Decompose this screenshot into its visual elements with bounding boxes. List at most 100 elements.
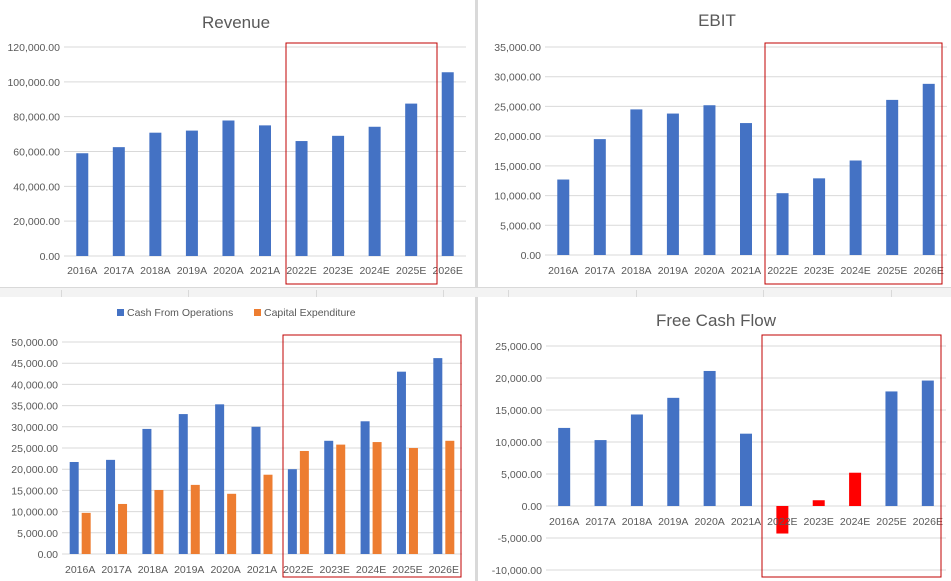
x-tick-label: 2023E	[320, 564, 350, 576]
y-tick-label: 45,000.00	[11, 358, 58, 370]
y-tick-label: 15,000.00	[11, 485, 58, 497]
x-tick-label: 2026E	[429, 564, 459, 576]
bar-value-2022E	[776, 193, 789, 255]
bar-value-2023E	[813, 178, 826, 255]
x-tick-label: 2023E	[323, 265, 353, 277]
x-tick-label: 2019A	[658, 516, 688, 528]
bar-capital-expenditure-2019A	[190, 484, 200, 554]
y-tick-label: 30,000.00	[11, 422, 58, 434]
bar-value-2021A	[259, 125, 271, 256]
chart-title: Revenue	[202, 13, 270, 32]
bar-value-2022E	[776, 506, 789, 534]
y-tick-label: 30,000.00	[494, 72, 541, 84]
x-tick-label: 2020A	[213, 265, 243, 277]
sheet-gridline	[891, 290, 892, 297]
bar-value-2019A	[667, 397, 680, 506]
sheet-gridline	[443, 290, 444, 297]
bar-value-2016A	[558, 427, 571, 506]
forecast-highlight-box	[761, 334, 942, 578]
bar-cash-from-operations-2020A	[215, 404, 225, 554]
bar-value-2025E	[885, 391, 898, 506]
bar-value-2025E	[405, 103, 418, 257]
y-tick-label: 10,000.00	[494, 191, 541, 203]
y-tick-label: 80,000.00	[13, 112, 60, 124]
x-tick-label: 2022E	[767, 265, 797, 277]
bar-value-2016A	[76, 153, 89, 256]
sheet-gridline	[316, 290, 317, 297]
bar-value-2023E	[332, 135, 345, 256]
x-tick-label: 2024E	[356, 564, 386, 576]
sheet-gridline	[508, 290, 509, 297]
bar-value-2020A	[222, 120, 235, 256]
x-tick-label: 2025E	[392, 564, 422, 576]
bar-value-2018A	[630, 414, 643, 506]
bar-capital-expenditure-2020A	[227, 493, 237, 554]
y-tick-label: 0.00	[38, 549, 59, 561]
y-tick-label: 10,000.00	[495, 437, 542, 449]
x-tick-label: 2024E	[840, 265, 870, 277]
x-tick-label: 2025E	[876, 516, 906, 528]
legend-label: Capital Expenditure	[264, 307, 356, 319]
y-tick-label: 35,000.00	[494, 42, 541, 54]
bar-value-2024E	[849, 160, 862, 255]
bar-cash-from-operations-2018A	[142, 428, 152, 554]
y-tick-label: 50,000.00	[11, 337, 58, 349]
y-tick-label: 60,000.00	[13, 147, 60, 159]
x-tick-label: 2016A	[65, 564, 95, 576]
bar-value-2024E	[368, 126, 381, 256]
x-tick-label: 2019A	[658, 265, 688, 277]
bar-value-2017A	[593, 139, 606, 255]
sheet-gridline	[636, 290, 637, 297]
bar-capital-expenditure-2023E	[336, 444, 346, 554]
x-tick-label: 2024E	[359, 265, 389, 277]
bar-capital-expenditure-2018A	[154, 489, 164, 554]
x-tick-label: 2016A	[67, 265, 97, 277]
y-tick-label: 40,000.00	[11, 379, 58, 391]
y-tick-label: 25,000.00	[11, 443, 58, 455]
bar-value-2019A	[185, 130, 198, 256]
x-tick-label: 2021A	[731, 516, 761, 528]
y-tick-label: 20,000.00	[11, 464, 58, 476]
bar-value-2026E	[921, 380, 934, 506]
y-tick-label: 40,000.00	[13, 181, 60, 193]
x-tick-label: 2022E	[283, 564, 313, 576]
y-tick-label: 35,000.00	[11, 401, 58, 413]
legend-swatch	[254, 309, 261, 316]
y-tick-label: 20,000.00	[13, 216, 60, 228]
bar-cash-from-operations-2024E	[360, 421, 370, 554]
bar-value-2021A	[740, 433, 752, 506]
y-tick-label: 120,000.00	[7, 42, 60, 54]
bar-capital-expenditure-2024E	[372, 442, 382, 554]
x-tick-label: 2021A	[250, 265, 280, 277]
legend-label: Cash From Operations	[127, 307, 233, 319]
forecast-highlight-box	[282, 334, 462, 578]
x-tick-label: 2021A	[247, 564, 277, 576]
chart-title: Free Cash Flow	[656, 311, 777, 330]
x-tick-label: 2016A	[548, 265, 578, 277]
x-tick-label: 2022E	[767, 516, 797, 528]
y-tick-label: 20,000.00	[495, 373, 542, 385]
x-tick-label: 2017A	[104, 265, 134, 277]
x-tick-label: 2026E	[433, 265, 463, 277]
bar-value-2025E	[886, 99, 899, 256]
bar-value-2020A	[703, 105, 716, 256]
bar-cash-from-operations-2017A	[106, 459, 116, 554]
bar-capital-expenditure-2025E	[408, 448, 418, 554]
bar-value-2021A	[740, 123, 752, 255]
y-tick-label: 25,000.00	[494, 101, 541, 113]
bar-capital-expenditure-2016A	[81, 512, 91, 554]
x-tick-label: 2019A	[174, 564, 204, 576]
x-tick-label: 2020A	[210, 564, 240, 576]
y-tick-label: 5,000.00	[501, 469, 542, 481]
x-tick-label: 2022E	[286, 265, 316, 277]
bar-value-2018A	[149, 132, 162, 256]
sheet-gridline	[188, 290, 189, 297]
bar-cash-from-operations-2021A	[251, 426, 261, 554]
y-tick-label: 0.00	[521, 250, 542, 262]
chart-title: EBIT	[698, 11, 736, 30]
bar-value-2022E	[295, 141, 308, 256]
